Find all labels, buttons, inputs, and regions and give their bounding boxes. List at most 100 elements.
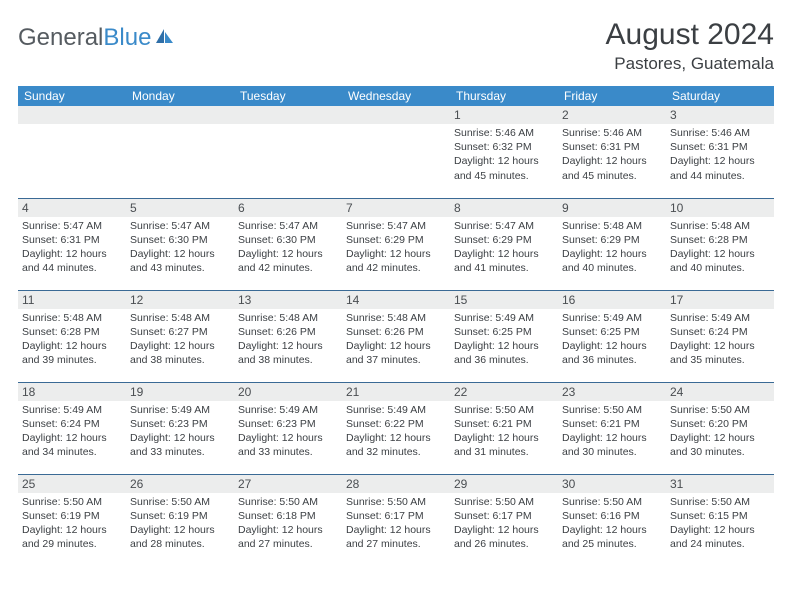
calendar-cell: 15 Sunrise: 5:49 AMSunset: 6:25 PMDayligh… xyxy=(450,290,558,382)
calendar-cell: 7Sunrise: 5:47 AMSunset: 6:29 PMDaylight… xyxy=(342,198,450,290)
day-number: 21 xyxy=(342,383,450,401)
day-number: 9 xyxy=(558,199,666,217)
day-details: Sunrise: 5:50 AMSunset: 6:16 PMDaylight:… xyxy=(562,495,662,552)
day-details: Sunrise: 5:48 AMSunset: 6:27 PMDaylight:… xyxy=(130,311,230,368)
day-header: Tuesday xyxy=(234,86,342,106)
day-details: Sunrise: 5:47 AMSunset: 6:29 PMDaylight:… xyxy=(454,219,554,276)
calendar-cell: 10Sunrise: 5:48 AMSunset: 6:28 PMDayligh… xyxy=(666,198,774,290)
day-header-row: SundayMondayTuesdayWednesdayThursdayFrid… xyxy=(18,86,774,106)
brand-logo: GeneralBlue xyxy=(18,18,175,52)
day-number: 17 xyxy=(666,291,774,309)
calendar-head: SundayMondayTuesdayWednesdayThursdayFrid… xyxy=(18,86,774,106)
day-number: 15 xyxy=(450,291,558,309)
day-number: 3 xyxy=(666,106,774,124)
day-details: Sunrise: 5:49 AMSunset: 6:22 PMDaylight:… xyxy=(346,403,446,460)
day-header: Saturday xyxy=(666,86,774,106)
day-details: Sunrise: 5:49 AMSunset: 6:25 PMDaylight:… xyxy=(562,311,662,368)
calendar-cell: 2 Sunrise: 5:46 AMSunset: 6:31 PMDaylight… xyxy=(558,106,666,198)
calendar-cell: 5Sunrise: 5:47 AMSunset: 6:30 PMDaylight… xyxy=(126,198,234,290)
calendar-cell: 20 Sunrise: 5:49 AMSunset: 6:23 PMDayligh… xyxy=(234,382,342,474)
calendar-cell: 16 Sunrise: 5:49 AMSunset: 6:25 PMDayligh… xyxy=(558,290,666,382)
calendar-cell: 30 Sunrise: 5:50 AMSunset: 6:16 PMDayligh… xyxy=(558,474,666,566)
calendar-cell: 25Sunrise: 5:50 AMSunset: 6:19 PMDayligh… xyxy=(18,474,126,566)
calendar-cell: 27Sunrise: 5:50 AMSunset: 6:18 PMDayligh… xyxy=(234,474,342,566)
calendar-cell: 18Sunrise: 5:49 AMSunset: 6:24 PMDayligh… xyxy=(18,382,126,474)
title-block: August 2024 Pastores, Guatemala xyxy=(606,18,774,74)
day-number xyxy=(18,106,126,124)
day-header: Wednesday xyxy=(342,86,450,106)
day-number: 26 xyxy=(126,475,234,493)
day-number: 10 xyxy=(666,199,774,217)
day-details: Sunrise: 5:46 AMSunset: 6:31 PMDaylight:… xyxy=(562,126,662,183)
calendar-cell xyxy=(126,106,234,198)
day-number: 11 xyxy=(18,291,126,309)
day-details: Sunrise: 5:50 AMSunset: 6:19 PMDaylight:… xyxy=(22,495,122,552)
calendar-cell: 9 Sunrise: 5:48 AMSunset: 6:29 PMDaylight… xyxy=(558,198,666,290)
calendar-cell: 31 Sunrise: 5:50 AMSunset: 6:15 PMDayligh… xyxy=(666,474,774,566)
calendar-cell: 6Sunrise: 5:47 AMSunset: 6:30 PMDaylight… xyxy=(234,198,342,290)
day-details: Sunrise: 5:50 AMSunset: 6:17 PMDaylight:… xyxy=(346,495,446,552)
calendar-cell: 3Sunrise: 5:46 AMSunset: 6:31 PMDaylight… xyxy=(666,106,774,198)
day-details: Sunrise: 5:49 AMSunset: 6:23 PMDaylight:… xyxy=(238,403,338,460)
day-number: 22 xyxy=(450,383,558,401)
month-title: August 2024 xyxy=(606,18,774,52)
calendar-week: 11Sunrise: 5:48 AMSunset: 6:28 PMDayligh… xyxy=(18,290,774,382)
day-number: 18 xyxy=(18,383,126,401)
day-number xyxy=(342,106,450,124)
calendar-cell: 23Sunrise: 5:50 AMSunset: 6:21 PMDayligh… xyxy=(558,382,666,474)
calendar-week: 1Sunrise: 5:46 AMSunset: 6:32 PMDaylight… xyxy=(18,106,774,198)
day-details: Sunrise: 5:49 AMSunset: 6:25 PMDaylight:… xyxy=(454,311,554,368)
day-details: Sunrise: 5:50 AMSunset: 6:19 PMDaylight:… xyxy=(130,495,230,552)
day-number: 23 xyxy=(558,383,666,401)
day-number: 2 xyxy=(558,106,666,124)
calendar-cell xyxy=(234,106,342,198)
calendar-cell: 24Sunrise: 5:50 AMSunset: 6:20 PMDayligh… xyxy=(666,382,774,474)
calendar-cell: 26 Sunrise: 5:50 AMSunset: 6:19 PMDayligh… xyxy=(126,474,234,566)
calendar-cell: 22 Sunrise: 5:50 AMSunset: 6:21 PMDayligh… xyxy=(450,382,558,474)
calendar-cell: 14Sunrise: 5:48 AMSunset: 6:26 PMDayligh… xyxy=(342,290,450,382)
day-details: Sunrise: 5:48 AMSunset: 6:29 PMDaylight:… xyxy=(562,219,662,276)
day-details: Sunrise: 5:50 AMSunset: 6:21 PMDaylight:… xyxy=(454,403,554,460)
day-details: Sunrise: 5:50 AMSunset: 6:20 PMDaylight:… xyxy=(670,403,770,460)
calendar-week: 18Sunrise: 5:49 AMSunset: 6:24 PMDayligh… xyxy=(18,382,774,474)
sail-icon xyxy=(153,24,175,52)
calendar-cell: 1Sunrise: 5:46 AMSunset: 6:32 PMDaylight… xyxy=(450,106,558,198)
calendar-week: 4 Sunrise: 5:47 AMSunset: 6:31 PMDaylight… xyxy=(18,198,774,290)
calendar-cell: 13 Sunrise: 5:48 AMSunset: 6:26 PMDayligh… xyxy=(234,290,342,382)
day-number: 5 xyxy=(126,199,234,217)
day-number: 20 xyxy=(234,383,342,401)
calendar-cell: 29Sunrise: 5:50 AMSunset: 6:17 PMDayligh… xyxy=(450,474,558,566)
calendar-cell: 21 Sunrise: 5:49 AMSunset: 6:22 PMDayligh… xyxy=(342,382,450,474)
day-header: Monday xyxy=(126,86,234,106)
day-number: 12 xyxy=(126,291,234,309)
calendar-cell: 4 Sunrise: 5:47 AMSunset: 6:31 PMDaylight… xyxy=(18,198,126,290)
day-number: 4 xyxy=(18,199,126,217)
day-number: 8 xyxy=(450,199,558,217)
day-header: Friday xyxy=(558,86,666,106)
day-details: Sunrise: 5:50 AMSunset: 6:15 PMDaylight:… xyxy=(670,495,770,552)
calendar-table: SundayMondayTuesdayWednesdayThursdayFrid… xyxy=(18,86,774,566)
day-header: Thursday xyxy=(450,86,558,106)
day-number: 16 xyxy=(558,291,666,309)
day-number: 30 xyxy=(558,475,666,493)
day-details: Sunrise: 5:49 AMSunset: 6:23 PMDaylight:… xyxy=(130,403,230,460)
logo-text-blue: Blue xyxy=(103,24,151,52)
calendar-cell: 17 Sunrise: 5:49 AMSunset: 6:24 PMDayligh… xyxy=(666,290,774,382)
day-details: Sunrise: 5:46 AMSunset: 6:32 PMDaylight:… xyxy=(454,126,554,183)
calendar-cell xyxy=(342,106,450,198)
day-details: Sunrise: 5:47 AMSunset: 6:31 PMDaylight:… xyxy=(22,219,122,276)
day-number: 31 xyxy=(666,475,774,493)
calendar-cell: 8 Sunrise: 5:47 AMSunset: 6:29 PMDaylight… xyxy=(450,198,558,290)
day-number: 7 xyxy=(342,199,450,217)
logo-text-gray: General xyxy=(18,24,103,52)
day-number xyxy=(126,106,234,124)
day-number: 6 xyxy=(234,199,342,217)
day-number: 14 xyxy=(342,291,450,309)
calendar-page: GeneralBlue August 2024 Pastores, Guatem… xyxy=(0,0,792,566)
day-details: Sunrise: 5:49 AMSunset: 6:24 PMDaylight:… xyxy=(670,311,770,368)
day-header: Sunday xyxy=(18,86,126,106)
calendar-cell: 19Sunrise: 5:49 AMSunset: 6:23 PMDayligh… xyxy=(126,382,234,474)
page-header: GeneralBlue August 2024 Pastores, Guatem… xyxy=(18,18,774,74)
day-details: Sunrise: 5:48 AMSunset: 6:26 PMDaylight:… xyxy=(238,311,338,368)
day-number: 13 xyxy=(234,291,342,309)
